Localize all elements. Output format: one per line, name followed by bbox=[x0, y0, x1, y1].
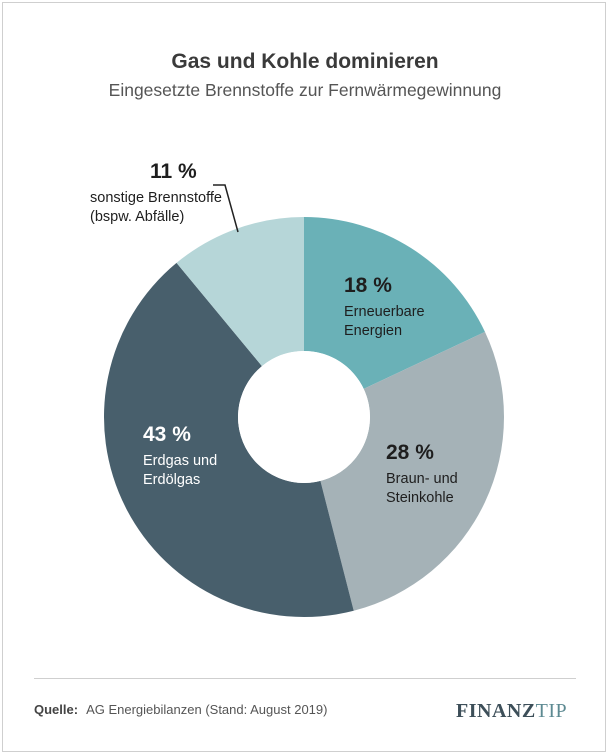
slice-category-label: (bspw. Abfälle) bbox=[90, 209, 184, 225]
slice-value-label: 28 % bbox=[386, 441, 434, 464]
slice-braun-und-steinkohle bbox=[320, 331, 504, 611]
slice-category-label: Erdölgas bbox=[143, 472, 200, 488]
slice-category-label: Steinkohle bbox=[386, 490, 454, 506]
slice-value-label: 43 % bbox=[143, 423, 191, 446]
slice-erdgas-und-erdölgas bbox=[104, 262, 354, 617]
chart-subtitle: Eingesetzte Brennstoffe zur Fernwärmegew… bbox=[108, 80, 502, 100]
source-label: Quelle: bbox=[34, 702, 79, 717]
slice-value-label: 11 % bbox=[150, 160, 197, 183]
logo-part-tip: TIP bbox=[535, 700, 568, 722]
logo-part-finanz: FINANZ bbox=[456, 700, 536, 722]
source-note: Quelle: AG Energiebilanzen (Stand: August… bbox=[34, 702, 327, 717]
finanztip-logo: FINANZTIP bbox=[456, 700, 567, 723]
donut-slices bbox=[104, 217, 504, 617]
slice-category-label: Erneuerbare bbox=[344, 304, 425, 320]
slice-category-label: Braun- und bbox=[386, 471, 458, 487]
source-text: AG Energiebilanzen (Stand: August 2019) bbox=[86, 702, 328, 717]
slice-category-label: Energien bbox=[344, 323, 402, 339]
donut-hole bbox=[238, 351, 370, 483]
slice-category-label: sonstige Brennstoffe bbox=[90, 190, 222, 206]
slice-erneuerbare-energien bbox=[304, 217, 485, 389]
donut-labels: 18 % Erneuerbare Energien 28 % Braun- und Ste… bbox=[90, 160, 458, 506]
footer-divider bbox=[34, 678, 576, 679]
slice-value-label: 18 % bbox=[344, 274, 392, 297]
leader-line bbox=[213, 184, 239, 233]
slice-sonstige-brennstoffe-bspw-abfälle bbox=[176, 217, 304, 367]
chart-title: Gas und Kohle dominieren bbox=[171, 50, 439, 73]
slice-category-label: Erdgas und bbox=[143, 453, 217, 469]
